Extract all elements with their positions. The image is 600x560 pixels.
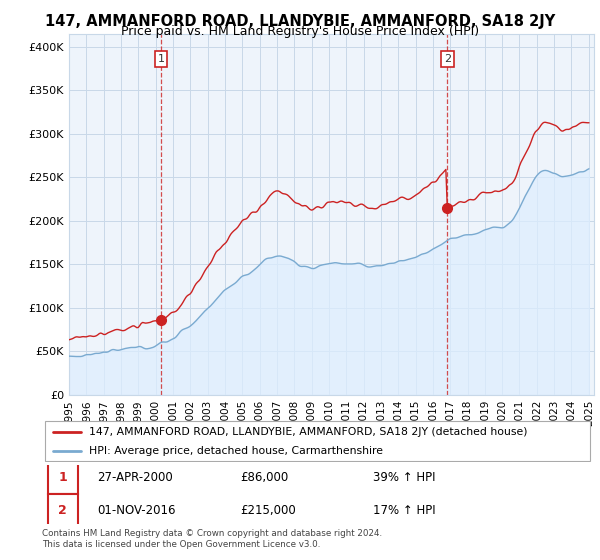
FancyBboxPatch shape bbox=[47, 461, 78, 494]
FancyBboxPatch shape bbox=[47, 494, 78, 527]
Text: 147, AMMANFORD ROAD, LLANDYBIE, AMMANFORD, SA18 2JY (detached house): 147, AMMANFORD ROAD, LLANDYBIE, AMMANFOR… bbox=[89, 427, 527, 437]
Text: HPI: Average price, detached house, Carmarthenshire: HPI: Average price, detached house, Carm… bbox=[89, 446, 383, 456]
FancyBboxPatch shape bbox=[45, 421, 590, 461]
Text: 39% ↑ HPI: 39% ↑ HPI bbox=[373, 471, 436, 484]
Text: 2: 2 bbox=[443, 54, 451, 64]
Text: 01-NOV-2016: 01-NOV-2016 bbox=[97, 504, 176, 517]
Text: 147, AMMANFORD ROAD, LLANDYBIE, AMMANFORD, SA18 2JY: 147, AMMANFORD ROAD, LLANDYBIE, AMMANFOR… bbox=[45, 14, 555, 29]
Text: 17% ↑ HPI: 17% ↑ HPI bbox=[373, 504, 436, 517]
Text: Contains HM Land Registry data © Crown copyright and database right 2024.
This d: Contains HM Land Registry data © Crown c… bbox=[42, 529, 382, 549]
Text: 27-APR-2000: 27-APR-2000 bbox=[97, 471, 173, 484]
Text: Price paid vs. HM Land Registry's House Price Index (HPI): Price paid vs. HM Land Registry's House … bbox=[121, 25, 479, 38]
Text: 1: 1 bbox=[158, 54, 164, 64]
Text: 1: 1 bbox=[58, 471, 67, 484]
Text: 2: 2 bbox=[58, 504, 67, 517]
Text: £86,000: £86,000 bbox=[241, 471, 289, 484]
Text: £215,000: £215,000 bbox=[241, 504, 296, 517]
